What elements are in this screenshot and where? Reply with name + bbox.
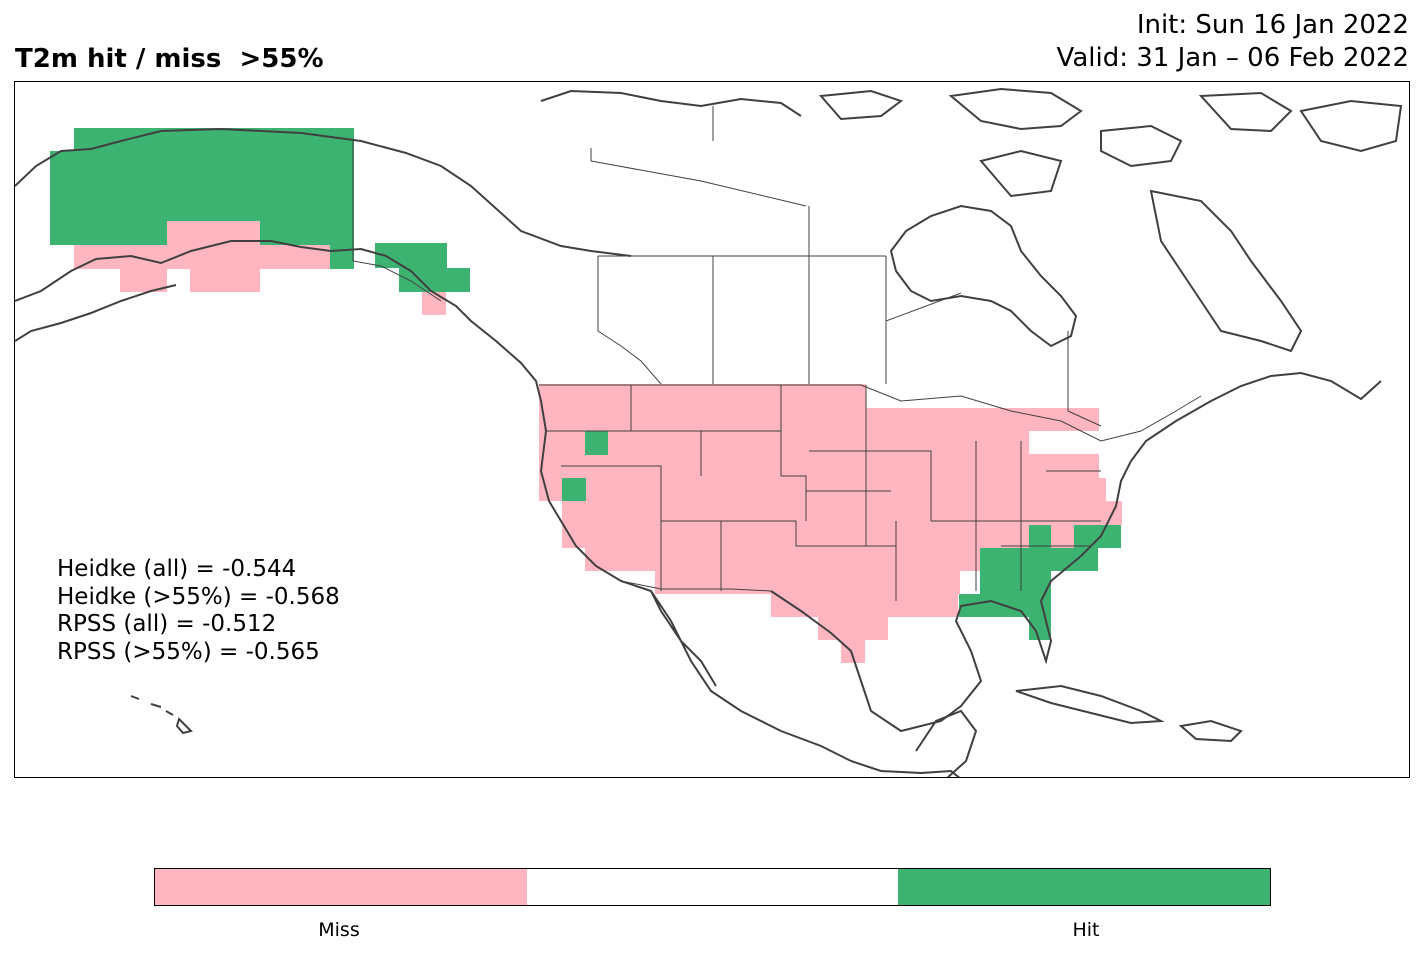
colorbar-neutral-segment bbox=[526, 869, 899, 905]
miss-cell bbox=[539, 408, 1099, 431]
heidke-all-score: Heidke (all) = -0.544 bbox=[57, 556, 297, 582]
hudson-bay-coastline bbox=[889, 204, 1078, 348]
colorbar-hit-label: Hit bbox=[1072, 919, 1100, 941]
miss-cell bbox=[1051, 525, 1076, 548]
aleutian-coastline bbox=[15, 284, 177, 342]
gulf-coastline bbox=[770, 371, 1382, 733]
map-panel bbox=[14, 81, 1410, 778]
colorbar-hit-segment bbox=[898, 869, 1271, 905]
cuba-coastline bbox=[1015, 684, 1165, 725]
rpss-55-score: RPSS (>55%) = -0.565 bbox=[57, 638, 320, 665]
yucatan-coastline bbox=[915, 709, 978, 777]
miss-cell bbox=[422, 292, 446, 315]
miss-cell bbox=[120, 269, 167, 292]
miss-cell bbox=[818, 617, 888, 640]
hit-cell bbox=[1029, 525, 1051, 548]
miss-cell bbox=[655, 571, 960, 594]
us-state-borders bbox=[546, 385, 1101, 601]
arctic-islands-coastline bbox=[540, 87, 1403, 353]
heidke-55-score: Heidke (>55%) = -0.568 bbox=[57, 583, 340, 610]
verification-cells bbox=[50, 128, 1122, 663]
score-annotations: Heidke (all) = -0.544 Heidke (>55%) = -0… bbox=[57, 556, 340, 666]
us-canada-border bbox=[539, 384, 1202, 442]
miss-cell bbox=[190, 269, 260, 292]
map-canvas bbox=[15, 87, 1403, 777]
rpss-all-score: RPSS (all) = -0.512 bbox=[57, 611, 277, 637]
miss-cell bbox=[819, 384, 866, 408]
colorbar bbox=[154, 868, 1271, 906]
hit-cell bbox=[74, 128, 354, 223]
miss-cell bbox=[539, 431, 1029, 478]
canada-province-borders bbox=[590, 106, 1102, 427]
hit-cell bbox=[585, 431, 608, 455]
hit-cell bbox=[1074, 525, 1121, 548]
hit-cell bbox=[1076, 548, 1098, 571]
init-date: Init: Sun 16 Jan 2022 bbox=[1136, 10, 1409, 40]
miss-cell bbox=[1029, 454, 1099, 478]
miss-cell bbox=[841, 640, 865, 663]
valid-period: Valid: 31 Jan – 06 Feb 2022 bbox=[1056, 43, 1409, 73]
hit-cell bbox=[74, 221, 167, 245]
miss-cell bbox=[771, 594, 958, 617]
coastlines bbox=[15, 87, 1403, 777]
miss-cell bbox=[539, 478, 1106, 501]
hispaniola-coastline bbox=[1178, 719, 1243, 743]
hawaii-coastline bbox=[130, 695, 193, 735]
hit-cell bbox=[50, 221, 74, 245]
alaska-coastline bbox=[15, 127, 961, 777]
colorbar-miss-segment bbox=[155, 869, 527, 905]
miss-cell bbox=[585, 548, 980, 571]
map-title: T2m hit / miss >55% bbox=[15, 44, 324, 74]
hit-cell bbox=[980, 571, 1051, 594]
colorbar-miss-label: Miss bbox=[318, 919, 360, 941]
hit-cell bbox=[980, 548, 1076, 571]
mexico-border bbox=[620, 580, 852, 652]
hit-cell bbox=[562, 478, 586, 501]
political-borders bbox=[352, 106, 1202, 652]
alaska-canada-border bbox=[352, 141, 442, 302]
miss-cell bbox=[562, 525, 1032, 548]
hit-cell bbox=[50, 151, 74, 223]
hit-cell bbox=[330, 245, 354, 269]
miss-cell bbox=[539, 384, 819, 408]
